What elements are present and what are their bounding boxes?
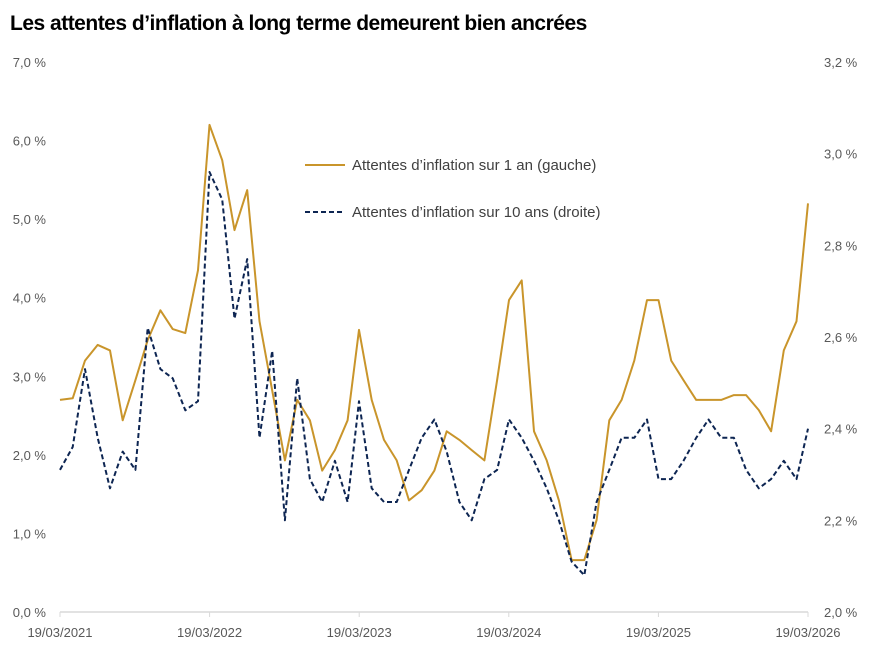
y-right-tick-label: 2,4 % bbox=[824, 422, 858, 437]
y-right-tick-label: 2,6 % bbox=[824, 330, 858, 345]
x-tick-label: 19/03/2023 bbox=[327, 625, 392, 640]
y-left-tick-label: 0,0 % bbox=[13, 605, 47, 620]
y-right-tick-label: 2,8 % bbox=[824, 238, 858, 253]
y-right-tick-label: 2,0 % bbox=[824, 605, 858, 620]
y-left-tick-label: 2,0 % bbox=[13, 448, 47, 463]
y-left-tick-label: 4,0 % bbox=[13, 291, 47, 306]
x-tick-label: 19/03/2024 bbox=[476, 625, 541, 640]
y-left-tick-label: 5,0 % bbox=[13, 212, 47, 227]
y-right-tick-label: 3,0 % bbox=[824, 147, 858, 162]
y-left-tick-label: 6,0 % bbox=[13, 134, 47, 149]
y-left-tick-label: 7,0 % bbox=[13, 55, 47, 70]
chart-title: Les attentes d’inflation à long terme de… bbox=[10, 12, 587, 35]
y-left-tick-label: 1,0 % bbox=[13, 526, 47, 541]
y-left-tick-label: 3,0 % bbox=[13, 369, 47, 384]
legend-label-10-year: Attentes d’inflation sur 10 ans (droite) bbox=[352, 204, 600, 221]
x-tick-label: 19/03/2025 bbox=[626, 625, 691, 640]
y-right-tick-label: 3,2 % bbox=[824, 55, 858, 70]
y-right-tick-label: 2,2 % bbox=[824, 513, 858, 528]
legend-label-1-year: Attentes d’inflation sur 1 an (gauche) bbox=[352, 157, 596, 174]
x-tick-label: 19/03/2021 bbox=[27, 625, 92, 640]
x-tick-label: 19/03/2026 bbox=[775, 625, 840, 640]
series-line-10-year bbox=[59, 171, 809, 577]
series-line-1-year bbox=[59, 123, 809, 562]
x-tick-label: 19/03/2022 bbox=[177, 625, 242, 640]
